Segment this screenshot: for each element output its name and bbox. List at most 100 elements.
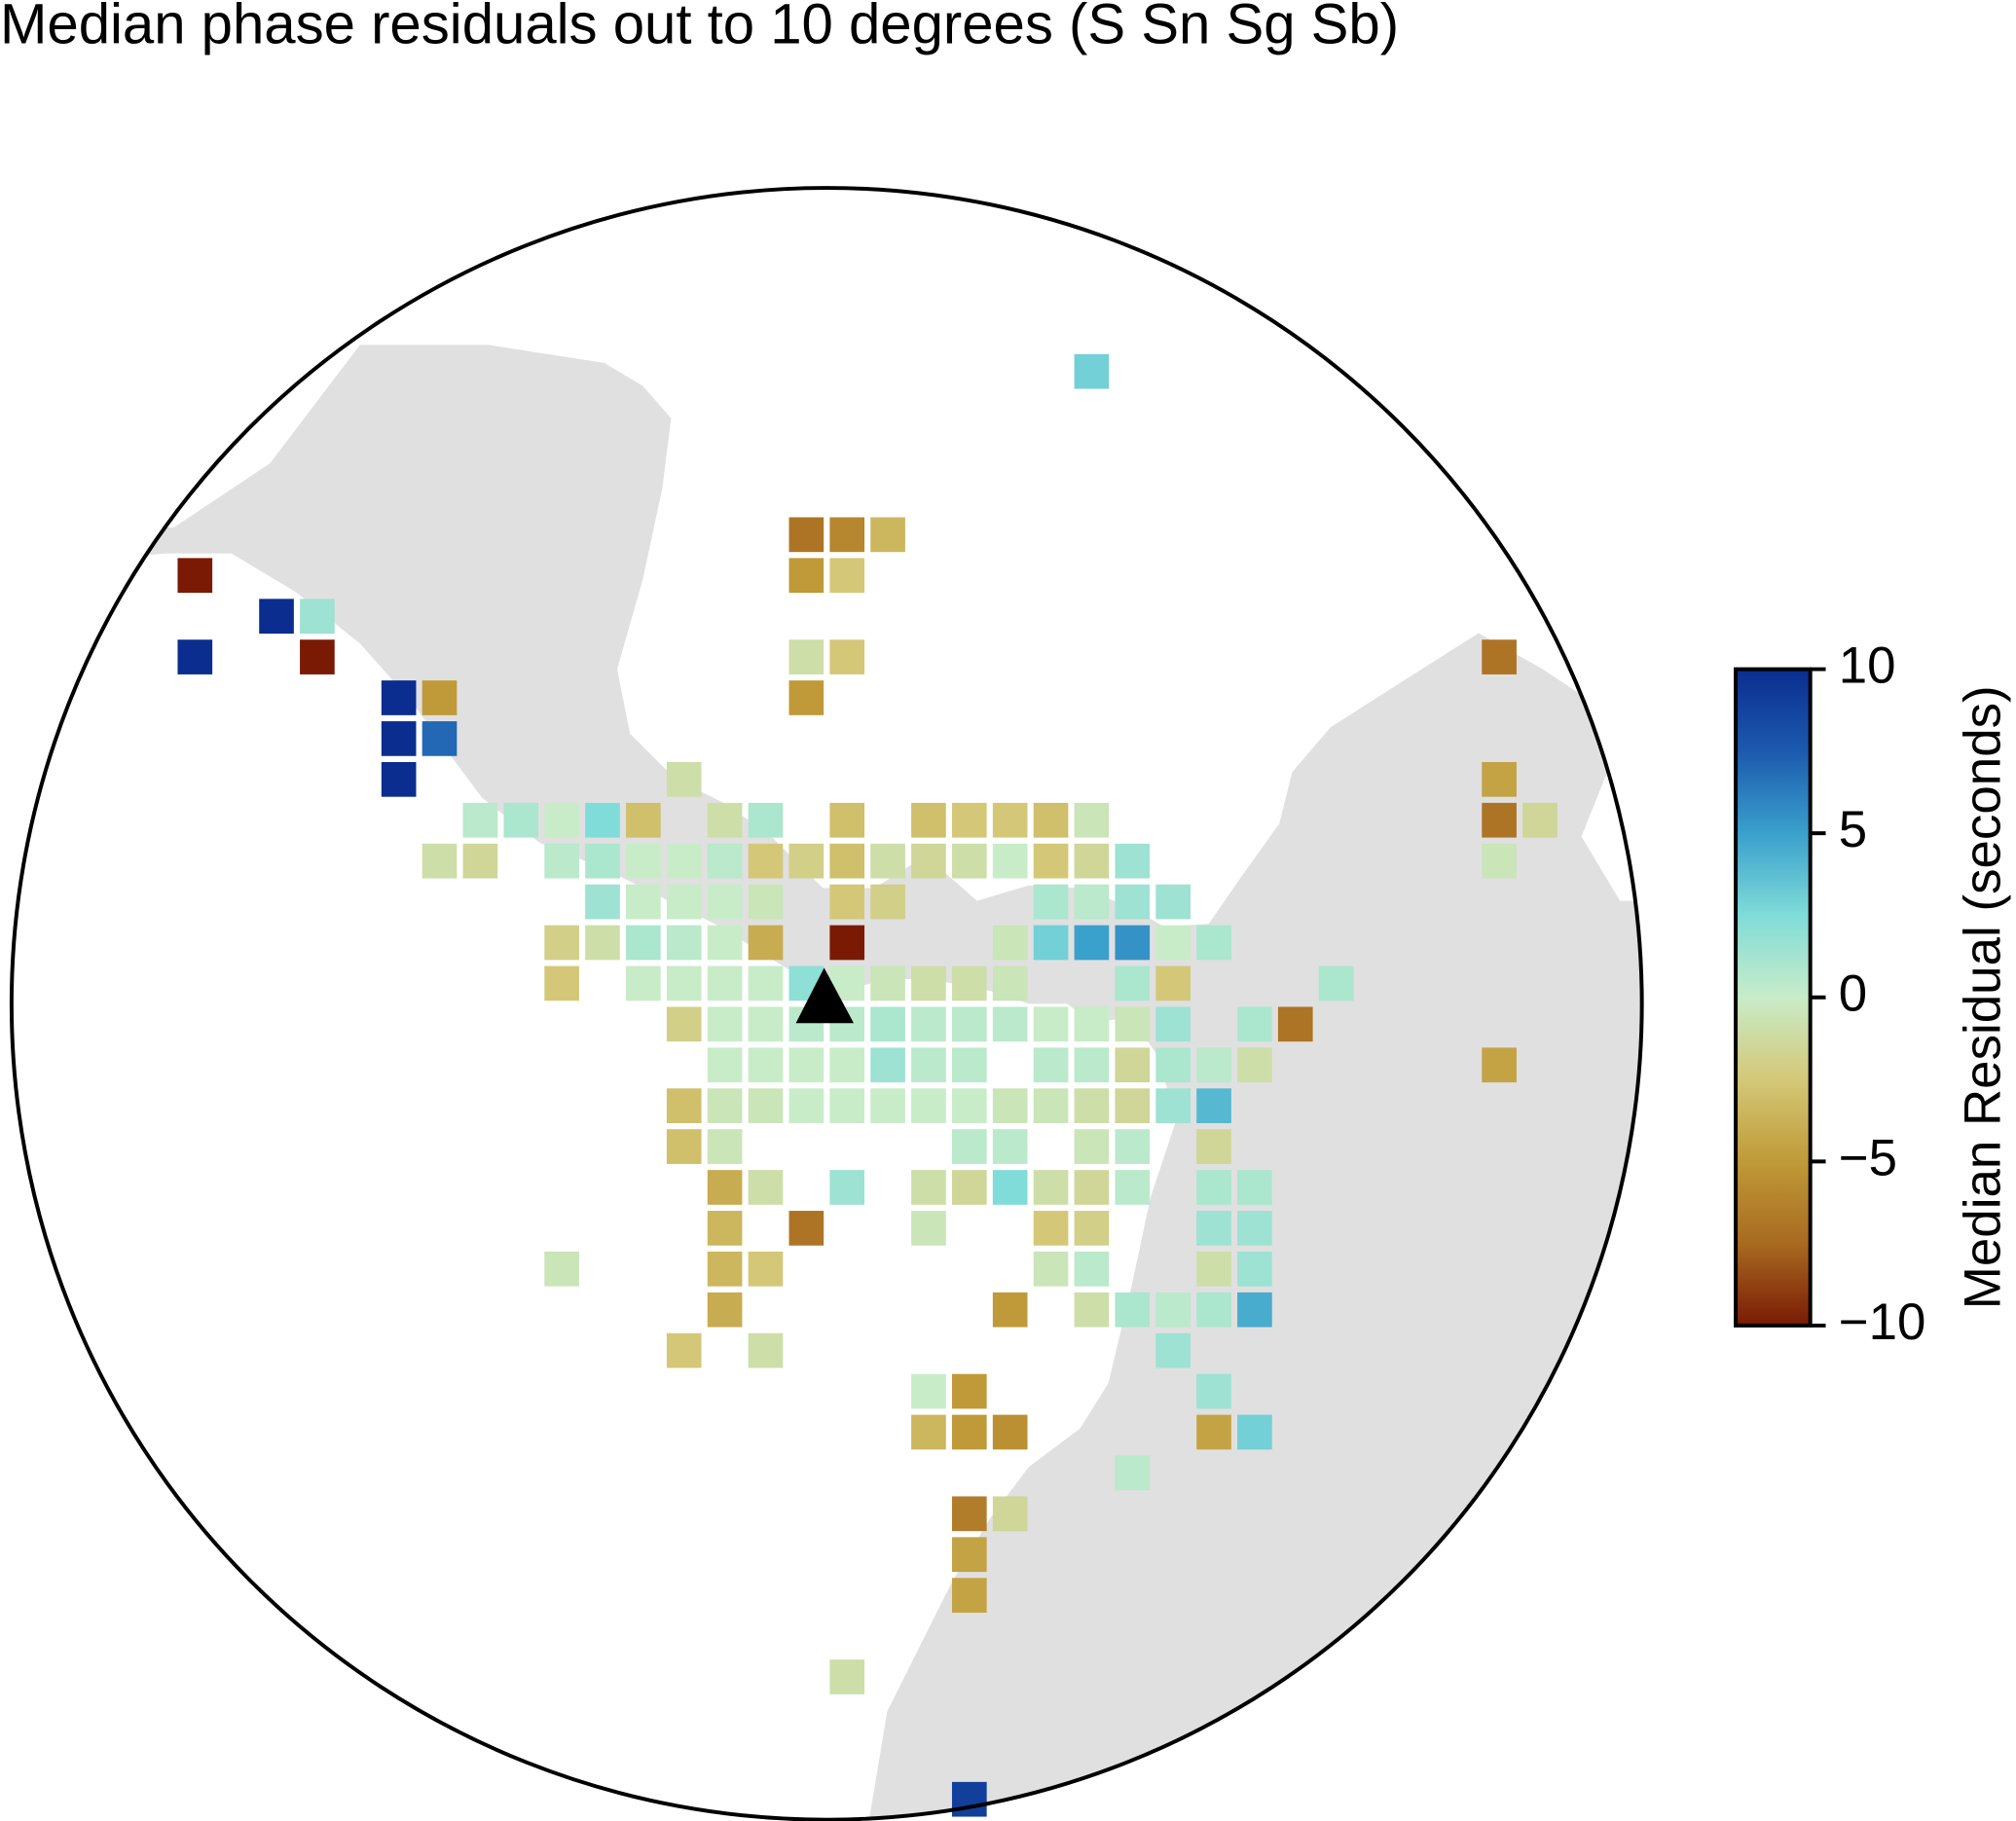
grid-cell (951, 1170, 987, 1205)
grid-cell (1115, 1292, 1151, 1328)
grid-cell (870, 1088, 905, 1124)
grid-cell (829, 639, 865, 674)
grid-cell (1196, 1170, 1231, 1205)
grid-cell (707, 884, 743, 920)
grid-cell (666, 1006, 702, 1042)
grid-cell (1115, 1047, 1151, 1083)
grid-cell (626, 802, 661, 838)
grid-cell (788, 843, 825, 879)
grid-cell (1074, 884, 1110, 920)
grid-cell (829, 1047, 865, 1083)
colorbar (1734, 667, 1813, 1328)
grid-cell (951, 965, 987, 1002)
grid-cell (992, 1129, 1028, 1164)
grid-cell (1074, 925, 1110, 961)
grid-cell (585, 843, 620, 879)
grid-cell (462, 843, 498, 879)
grid-cell (829, 1170, 865, 1205)
grid-cell (707, 1292, 743, 1328)
grid-cell (462, 802, 498, 838)
grid-cell (788, 558, 825, 594)
grid-cell (1155, 925, 1191, 961)
grid-cell (829, 925, 865, 961)
grid-cell (1115, 884, 1151, 920)
land (11, 345, 1642, 1820)
grid-cell (1196, 1047, 1231, 1083)
grid-cell (1033, 1251, 1069, 1287)
grid-cell (707, 1211, 743, 1246)
grid-cell (748, 1170, 784, 1205)
grid-cell (992, 925, 1028, 961)
grid-cell (951, 1578, 987, 1613)
grid-cell (748, 1332, 784, 1368)
grid-cell (1115, 1455, 1151, 1491)
grid-cell (829, 802, 865, 838)
grid-cell (381, 721, 417, 756)
grid-cell (911, 965, 946, 1002)
grid-cell (829, 843, 865, 879)
grid-cell (666, 761, 702, 797)
grid-cell (626, 965, 661, 1002)
grid-cell (1482, 761, 1517, 797)
grid-cell (707, 925, 743, 961)
grid-cell (911, 1414, 946, 1450)
grid-cell (1155, 884, 1191, 920)
colorbar-tick-label: −5 (1839, 1129, 1897, 1186)
colorbar-tick-label: 10 (1839, 637, 1896, 695)
grid-cell (911, 802, 946, 838)
colorbar-tick-label: 0 (1839, 965, 1867, 1023)
grid-cell (748, 843, 784, 879)
grid-cell (1115, 925, 1151, 961)
grid-cell (666, 1129, 702, 1164)
grid-cell (1115, 1088, 1151, 1124)
grid-cell (707, 802, 743, 838)
grid-cell (1155, 1006, 1191, 1042)
grid-cell (544, 1251, 579, 1287)
grid-cell (829, 884, 865, 920)
grid-cell (1033, 1088, 1069, 1124)
map-boundary (10, 186, 1644, 1821)
grid-cell (992, 843, 1028, 879)
grid-cell (1482, 1047, 1517, 1083)
grid-cell (788, 1047, 825, 1083)
grid-cell (992, 1170, 1028, 1205)
grid-cell (1074, 1251, 1110, 1287)
grid-cell (1155, 1088, 1191, 1124)
grid-cell (788, 639, 825, 674)
grid-cell (1482, 843, 1517, 879)
grid-cell (829, 517, 865, 553)
grid-cell (1196, 1373, 1231, 1409)
grid-cell (992, 1006, 1028, 1042)
grid-cell (788, 1211, 825, 1246)
grid-cell (1115, 1006, 1151, 1042)
grid-cell (300, 639, 335, 674)
grid-cell (585, 884, 620, 920)
grid-cell (585, 925, 620, 961)
grid-cell (748, 1088, 784, 1124)
grid-cell (1237, 1251, 1272, 1287)
grid-cell (1318, 965, 1354, 1002)
grid-cell (1033, 1006, 1069, 1042)
grid-cell (1237, 1047, 1272, 1083)
grid-cell (788, 680, 825, 715)
grid-cell (992, 1496, 1028, 1532)
grid-cell (951, 1006, 987, 1042)
grid-cell (748, 1047, 784, 1083)
grid-cell (1033, 925, 1069, 961)
grid-cell (1033, 843, 1069, 879)
cells (177, 353, 1558, 1817)
grid-cell (829, 1659, 865, 1694)
grid-cell (1074, 1129, 1110, 1164)
grid-cell (707, 1251, 743, 1287)
grid-cell (951, 843, 987, 879)
grid-cell (1237, 1170, 1272, 1205)
grid-cell (707, 843, 743, 879)
grid-cell (788, 517, 825, 553)
grid-cell (1074, 1292, 1110, 1328)
grid-cell (870, 843, 905, 879)
grid-cell (992, 1292, 1028, 1328)
grid-cell (422, 721, 458, 756)
grid-cell (259, 599, 294, 635)
grid-cell (1237, 1414, 1272, 1450)
